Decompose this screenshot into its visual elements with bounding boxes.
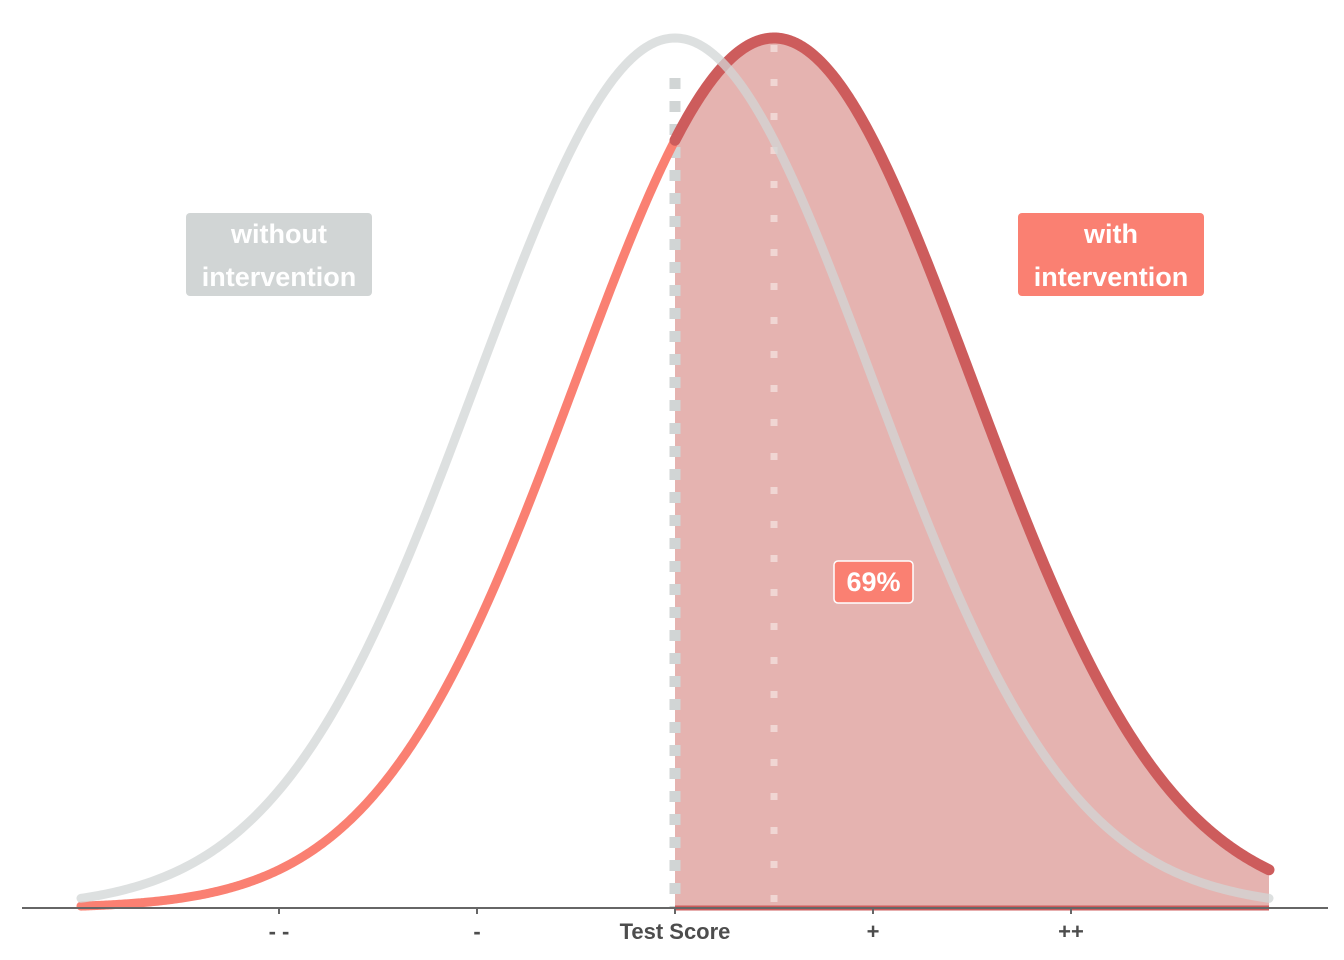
without-label-line2: intervention bbox=[202, 262, 357, 292]
x-tick-label: - bbox=[473, 919, 480, 944]
without-intervention-label: without intervention bbox=[186, 213, 372, 296]
with-label-line1: with bbox=[1083, 219, 1138, 249]
percent-label-text: 69% bbox=[846, 567, 900, 597]
with-intervention-curve-left bbox=[76, 135, 680, 911]
without-label-line1: without bbox=[230, 219, 327, 249]
x-tick-label: - - bbox=[269, 919, 290, 944]
with-label-line2: intervention bbox=[1034, 262, 1189, 292]
percent-label: 69% bbox=[833, 560, 914, 604]
with-intervention-label: with intervention bbox=[1018, 213, 1204, 296]
x-tick-label: + bbox=[867, 919, 880, 944]
without-intervention-curve bbox=[76, 33, 1274, 903]
x-tick-label: Test Score bbox=[620, 919, 731, 944]
shaded-area-69pct bbox=[675, 38, 1269, 908]
with-intervention-curve-right bbox=[669, 32, 1275, 876]
x-tick-label: ++ bbox=[1058, 919, 1084, 944]
